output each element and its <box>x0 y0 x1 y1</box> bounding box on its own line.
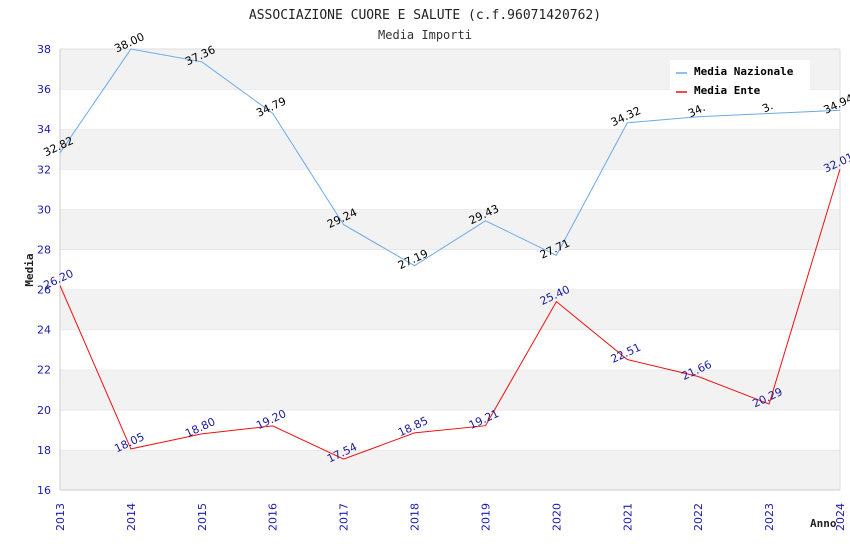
x-tick-label: 2023 <box>763 503 776 531</box>
grid-band <box>60 289 840 330</box>
y-tick-label: 26 <box>37 284 51 297</box>
grid-band <box>60 169 840 210</box>
y-tick-label: 16 <box>37 484 51 497</box>
y-tick-label: 36 <box>37 83 51 96</box>
x-tick-label: 2016 <box>267 503 280 531</box>
legend-label-media-ente: Media Ente <box>694 84 761 97</box>
x-tick-label: 2017 <box>338 503 351 531</box>
y-axis-label: Media <box>23 253 36 286</box>
x-tick-label: 2024 <box>834 503 847 531</box>
data-label: 3. <box>760 99 775 115</box>
y-tick-label: 24 <box>37 324 51 337</box>
x-tick-label: 2013 <box>54 503 67 531</box>
y-tick-label: 28 <box>37 243 51 256</box>
y-tick-label: 38 <box>37 43 51 56</box>
grid-band <box>60 129 840 170</box>
legend-label-media-nazionale: Media Nazionale <box>694 65 794 78</box>
x-tick-label: 2019 <box>479 503 492 531</box>
x-tick-label: 2018 <box>409 503 422 531</box>
grid-band <box>60 329 840 370</box>
y-tick-label: 20 <box>37 404 51 417</box>
x-tick-label: 2015 <box>196 503 209 531</box>
series-line-media-ente <box>59 168 841 460</box>
x-axis-label: Anno <box>810 517 837 530</box>
x-tick-label: 2021 <box>621 503 634 531</box>
series-line-media-nazionale <box>59 48 841 267</box>
axes <box>59 49 841 491</box>
grid-band <box>60 249 840 290</box>
x-tick-label: 2020 <box>550 503 563 531</box>
x-tick-label: 2014 <box>125 503 138 531</box>
x-tick-labels: 2013 2014 2015 2016 2017 2018 2019 2020 2021 2022… <box>54 503 847 531</box>
legend: Media Nazionale Media Ente <box>670 60 810 100</box>
grid-band <box>60 369 840 410</box>
grid-bands <box>60 48 840 490</box>
y-tick-label: 22 <box>37 364 51 377</box>
legend-box <box>670 60 810 100</box>
chart-subtitle: Media Importi <box>378 28 472 42</box>
grid-band <box>60 449 840 490</box>
grid-band <box>60 409 840 450</box>
y-tick-label: 18 <box>37 444 51 457</box>
y-tick-label: 32 <box>37 163 51 176</box>
y-tick-label: 30 <box>37 203 51 216</box>
y-tick-labels: 16 18 20 22 24 26 28 30 32 34 36 38 <box>37 43 51 497</box>
y-tick-label: 34 <box>37 123 51 136</box>
series-lines <box>59 48 841 460</box>
chart-title: ASSOCIAZIONE CUORE E SALUTE (c.f.9607142… <box>249 8 601 23</box>
x-tick-label: 2022 <box>692 503 705 531</box>
